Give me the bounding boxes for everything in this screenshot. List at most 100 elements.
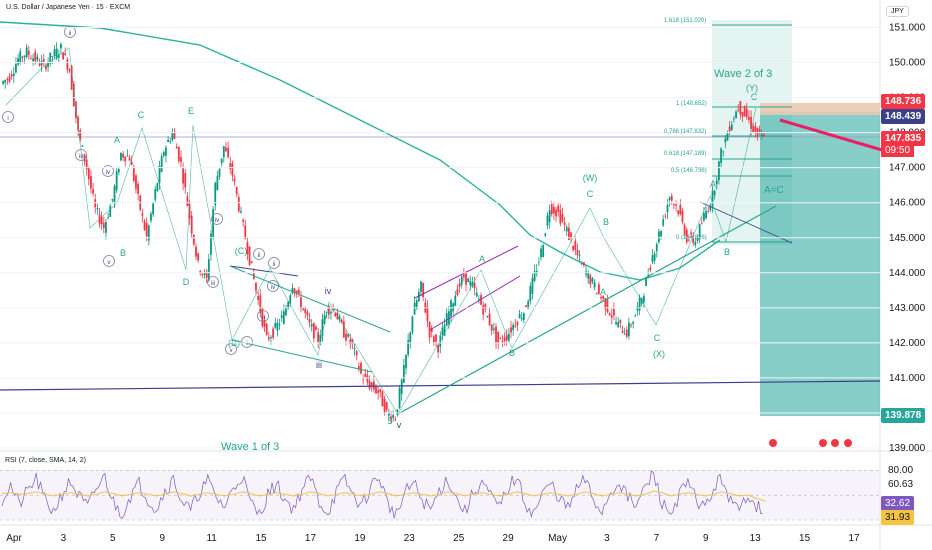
stop-zone	[760, 103, 880, 115]
candle-body	[347, 334, 350, 337]
wave-1-of-3-label: Wave 1 of 3	[221, 441, 279, 453]
candle-body	[692, 236, 695, 243]
candle-body	[728, 126, 731, 132]
wave-label: ii	[69, 31, 72, 37]
candle-body	[349, 339, 352, 344]
time-tick-label: 19	[354, 533, 366, 544]
event-icons[interactable]	[769, 439, 852, 447]
candle-body	[79, 129, 82, 140]
candle-body	[317, 332, 320, 343]
candle-body	[602, 296, 605, 299]
time-tick-label: 11	[206, 533, 217, 544]
candle-body	[750, 116, 752, 129]
candle-body	[195, 246, 197, 257]
candle-body	[233, 178, 236, 182]
candle-body	[615, 322, 617, 325]
candle-body	[332, 308, 335, 311]
candle-body	[167, 139, 170, 142]
candle-body	[422, 282, 425, 297]
candle-body	[550, 204, 553, 215]
currency-button[interactable]: JPY	[886, 6, 909, 17]
candle-body	[482, 305, 485, 315]
candle-body	[724, 138, 727, 143]
candle-body	[246, 242, 249, 255]
wave-circle	[253, 248, 265, 260]
wave-label: iii	[316, 360, 322, 370]
candle-body	[137, 183, 139, 194]
candle-body	[319, 335, 322, 345]
wave-circle	[64, 26, 76, 38]
candle-body	[289, 295, 292, 304]
candle-body	[124, 156, 127, 162]
candle-body	[2, 81, 4, 84]
candle-body	[55, 48, 58, 59]
wave-circle	[75, 149, 87, 161]
trendline	[429, 275, 521, 331]
wave-label: A	[710, 179, 716, 189]
candle-body	[743, 105, 746, 117]
candle-body	[300, 297, 302, 309]
candle-body	[613, 308, 615, 316]
candle-body	[720, 148, 722, 163]
candle-body	[107, 217, 109, 219]
candle-body	[595, 292, 598, 295]
candle-body	[623, 334, 626, 335]
candle-body	[141, 213, 144, 216]
price-tick-label: 146.000	[889, 198, 926, 209]
candle-body	[630, 325, 632, 326]
candle-body	[323, 315, 326, 324]
trendline	[229, 265, 299, 277]
event-flag-icon[interactable]	[819, 439, 827, 447]
candle-body	[375, 386, 377, 394]
candle-body	[302, 307, 305, 310]
candle-body	[730, 124, 733, 130]
candle-body	[700, 223, 703, 225]
candle-body	[130, 161, 133, 165]
wave-label: (X)	[653, 349, 665, 359]
candle-body	[105, 221, 107, 233]
candle-body	[111, 199, 114, 201]
candle-body	[381, 391, 384, 407]
time-tick-label: 13	[750, 533, 762, 544]
candle-body	[454, 295, 457, 306]
candle-body	[379, 389, 382, 392]
wave-label: B	[120, 248, 126, 258]
symbol-title[interactable]: U.S. Dollar / Japanese Yen · 15 · EXCM	[6, 4, 131, 11]
candle-body	[668, 197, 671, 200]
candle-body	[540, 248, 542, 258]
event-flag-icon[interactable]	[844, 439, 852, 447]
price-tick-label: 147.000	[889, 163, 926, 174]
rsi-title[interactable]: RSI (7, close, SMA, 14, 2)	[5, 457, 86, 464]
candle-body	[542, 245, 545, 257]
candle-body	[407, 340, 410, 355]
candle-body	[610, 315, 613, 318]
candle-body	[462, 274, 465, 278]
candle-body	[739, 101, 742, 115]
candle-body	[180, 157, 182, 163]
candle-body	[47, 62, 49, 67]
candle-body	[295, 290, 298, 294]
candle-body	[199, 270, 202, 274]
candle-body	[40, 61, 43, 66]
candle-body	[383, 398, 386, 414]
wave-label: i	[7, 116, 8, 122]
candle-body	[525, 305, 527, 307]
candle-body	[248, 246, 251, 265]
event-flag-icon[interactable]	[769, 439, 777, 447]
candle-body	[632, 321, 635, 324]
candle-body	[203, 272, 206, 276]
candle-body	[709, 205, 712, 211]
wave-circle	[257, 310, 269, 322]
event-flag-icon[interactable]	[831, 439, 839, 447]
candle-body	[364, 373, 367, 377]
wave-path	[5, 47, 757, 415]
candle-body	[235, 187, 238, 195]
candle-body	[162, 152, 165, 156]
candle-body	[707, 210, 710, 212]
candle-body	[70, 66, 73, 90]
candle-body	[297, 289, 300, 294]
candle-body	[471, 282, 474, 287]
rsi-value-a: 60.63	[888, 479, 914, 490]
